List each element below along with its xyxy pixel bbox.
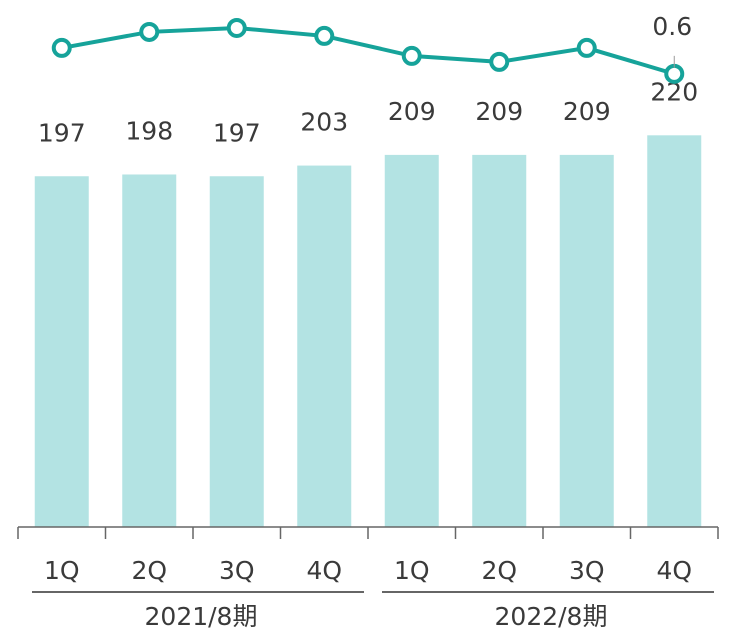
line-point — [576, 37, 597, 58]
bar-value-label: 209 — [563, 97, 611, 126]
bar — [647, 135, 702, 528]
bar-value-label: 197 — [38, 118, 86, 147]
line-point — [51, 37, 72, 58]
x-tick-label: 4Q — [656, 556, 692, 585]
x-tick-label: 1Q — [44, 556, 80, 585]
bar — [34, 176, 89, 527]
bar-value-label: 209 — [475, 97, 523, 126]
bar — [209, 176, 264, 527]
bar-value-label: 203 — [300, 108, 348, 137]
line-point — [314, 25, 335, 46]
x-tick-label: 2Q — [131, 556, 167, 585]
line — [61, 25, 675, 76]
bar-value-label: 209 — [388, 97, 436, 126]
group-label: 2022/8期 — [495, 602, 608, 631]
line-point — [401, 45, 422, 66]
x-tick-label: 4Q — [306, 556, 342, 585]
x-tick-label: 3Q — [569, 556, 605, 585]
x-tick-label: 1Q — [394, 556, 430, 585]
line-point — [226, 17, 247, 38]
bar-value-label: 198 — [125, 116, 173, 145]
bar — [384, 154, 439, 527]
line-point — [489, 51, 510, 72]
x-tick-label: 3Q — [219, 556, 255, 585]
line-value-label: 0.6 — [652, 12, 692, 41]
bar-value-label: 197 — [213, 118, 261, 147]
bar — [297, 165, 352, 527]
group-label: 2021/8期 — [145, 602, 258, 631]
bar — [472, 154, 527, 527]
line-point — [139, 21, 160, 42]
x-tick-label: 2Q — [481, 556, 517, 585]
bar — [559, 154, 614, 527]
line-point — [664, 63, 685, 84]
bar — [122, 174, 177, 527]
